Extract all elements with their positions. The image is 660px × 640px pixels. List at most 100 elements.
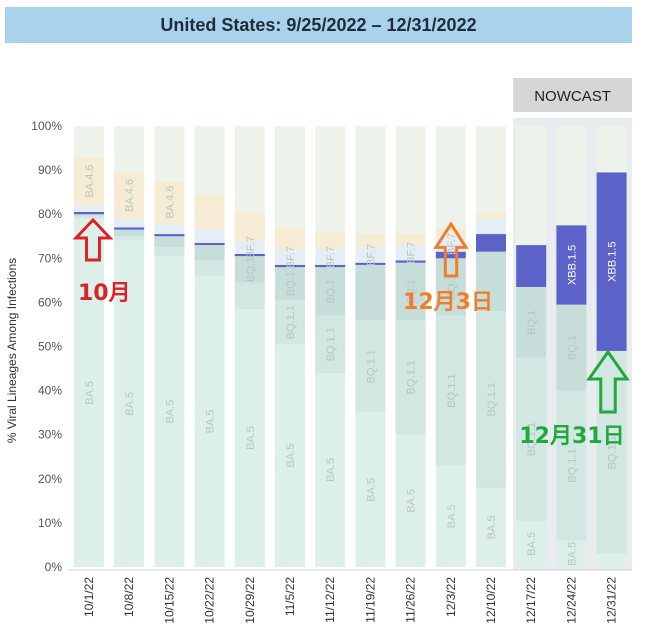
bar-label: BA.5 [325,458,337,482]
x-tick-label: 10/22/22 [203,577,217,624]
bar-segment-ba-5 [355,412,386,567]
y-tick-label: 0% [45,560,63,574]
bar-segment-ba-4-6 [395,234,426,246]
y-tick-label: 80% [38,207,62,221]
bar-segment-ba-4-6 [154,181,185,224]
x-tick-label: 12/10/22 [484,577,498,624]
bar-label: BA.5 [285,444,297,468]
bar-segment-ba-5 [556,540,587,567]
bar-segment-other [596,126,627,173]
bar-segment-ba-4-6 [194,194,225,230]
bar-segment-bq-1 [194,245,225,261]
bar-segment-bq-1 [395,262,426,321]
annotation-arrow [72,217,114,262]
bar-label: BQ.1.1 [285,305,297,339]
y-tick-label: 70% [38,251,62,265]
bar-segment-bq-1-1 [194,260,225,276]
x-tick-label: 10/29/22 [243,577,257,624]
bar-segment-other [435,126,466,228]
bar-segment-bf-7 [275,249,305,265]
x-tick-label: 11/12/22 [323,577,337,623]
bar-segment-xbb-1-5 [516,245,547,287]
bar-segment-ba-5 [114,240,145,567]
nowcast-label: NOWCAST [534,88,611,105]
bar-segment-bq-1 [355,264,386,321]
annotation-arrow [586,349,630,414]
bar-label: BA.4.6 [124,179,136,212]
annotation-arrow [433,221,469,278]
bar-segment-bf-7 [74,205,104,212]
bar-segment-bf-7 [154,223,185,235]
bar-segment-bq-1-1 [315,315,346,373]
bar-label: BQ.1.1 [406,360,418,394]
bar-segment-bf-7 [476,218,506,235]
bar-label: BF.7 [446,233,458,255]
bar-segment-bq-1-1 [516,357,547,521]
bar-segment-ba-5 [74,218,104,568]
y-axis-title: % Viral Lineages Among Infections [5,258,19,443]
bar-label: BQ.1 [285,271,297,296]
bar-segment-ba-5 [234,309,265,567]
bar-segment-bq-1-1 [435,315,466,466]
y-tick-label: 20% [38,472,62,486]
bar-label: BA.4.6 [84,165,96,198]
bar-segment-other [194,126,225,195]
bar-label: BQ.1.1 [486,382,498,416]
bar-segment-ba-4-6 [114,172,145,219]
bar-segment-other [355,126,386,235]
bar-label: BQ.1.1 [566,448,578,482]
bar-segment-xbb-1-5 [114,227,145,230]
y-tick-label: 50% [38,340,62,354]
bar-segment-bq-1 [234,256,265,283]
bar-segment-other [395,126,426,235]
bar-segment-bq-1-1 [476,311,506,488]
bar-segment-bq-1 [556,304,587,391]
bar-segment-bq-1 [275,267,305,301]
bar-label: BF.7 [245,236,257,258]
bar-segment-bf-7 [395,245,426,261]
x-tick-label: 12/24/22 [564,577,578,624]
bar-segment-bq-1-1 [234,282,265,310]
bar-segment-ba-5 [395,434,426,567]
y-tick-label: 40% [38,384,62,398]
bar-segment-other [516,126,547,246]
bar-label: BA.4.6 [164,186,176,219]
x-tick-label: 11/19/22 [363,577,377,623]
bar-segment-bq-1 [476,251,506,312]
annotation-label: 10月 [78,281,131,306]
bar-segment-bf-7 [234,240,265,254]
y-tick-label: 60% [38,295,62,309]
bar-label: BQ.1.1 [526,422,538,456]
bar-segment-bq-1 [315,267,346,316]
bar-segment-ba-4-6 [234,211,265,241]
bar-segment-ba-5 [516,520,547,567]
bar-segment-ba-5 [315,372,346,567]
bar-label: BA.5 [406,489,418,513]
bar-label: BF.7 [325,246,337,268]
bar-label: BF.7 [406,242,418,264]
bar-label: BQ.1 [526,310,538,335]
bar-segment-other [74,126,104,157]
bar-label: BA.5 [164,400,176,424]
bar-segment-xbb-1-5 [315,264,346,268]
x-tick-label: 11/5/22 [283,577,297,616]
bar-segment-ba-4-6 [476,211,506,219]
x-tick-label: 12/3/22 [444,577,458,617]
x-tick-label: 10/15/22 [162,577,176,624]
y-tick-label: 90% [38,163,62,177]
bar-segment-ba-4-6 [355,234,386,248]
bar-segment-ba-5 [476,487,506,567]
bar-label: BA.5 [84,381,96,405]
page-title: United States: 9/25/2022 – 12/31/2022 [160,14,477,35]
bar-segment-ba-4-6 [435,227,466,237]
bar-segment-xbb-1-5 [476,234,506,252]
bar-segment-bq-1-1 [275,300,305,345]
bar-segment-bf-7 [114,218,145,228]
bar-segment-xbb-1-5 [234,253,265,257]
bar-segment-ba-4-6 [315,231,346,250]
y-tick-label: 30% [38,428,62,442]
bar-label: BA.5 [526,532,538,556]
bar-segment-bq-1-1 [154,247,185,257]
bar-segment-bq-1 [435,258,466,316]
annotation-label: 12月3日 [403,290,493,315]
